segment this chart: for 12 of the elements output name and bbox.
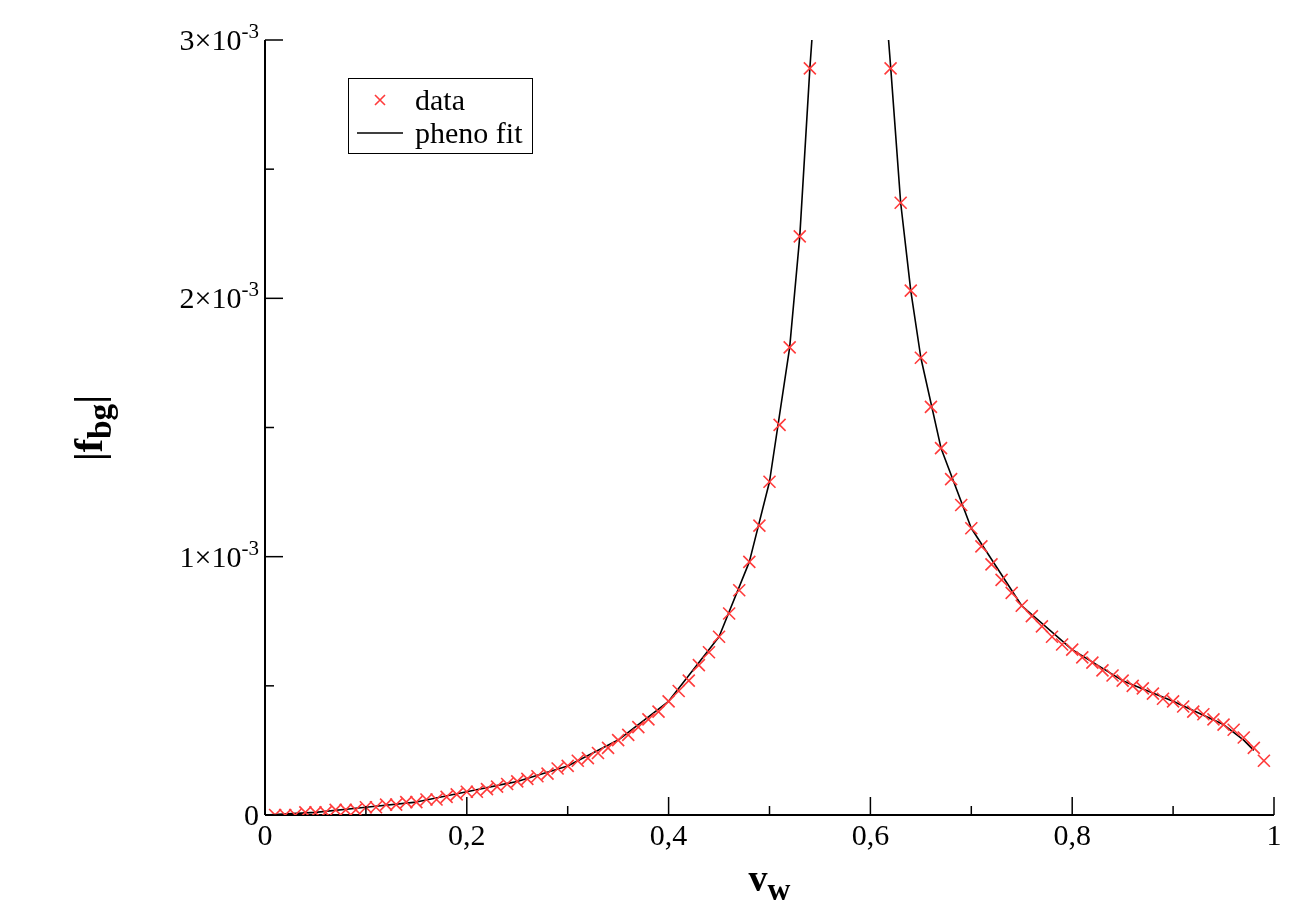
x-tick-label: 0,8 [1053,818,1091,851]
legend-label: data [415,83,465,116]
x-tick-label: 0,6 [851,818,890,851]
x-tick-label: 1 [1266,818,1282,851]
y-tick-label: 2×10$^{-3}$ [179,277,259,315]
x-tick-label: 0,2 [448,818,486,851]
x-tick-label: 0,4 [649,818,688,851]
y-tick-label: 1×10$^{-3}$ [179,535,259,573]
y-tick-label: 0 [244,798,259,831]
x-axis-title: v$_{w}$ [747,856,792,908]
y-tick-label: 3×10$^{-3}$ [179,19,259,56]
legend-label: pheno fit [415,116,523,149]
